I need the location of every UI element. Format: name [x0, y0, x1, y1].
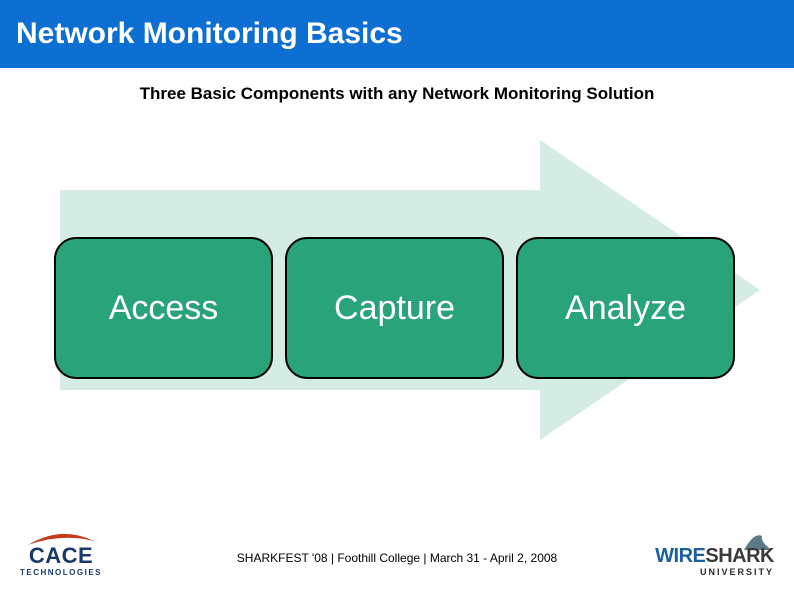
card-label: Access [109, 289, 219, 328]
slide-subtitle: Three Basic Components with any Network … [0, 84, 794, 104]
wire-text: WIRE [655, 545, 705, 567]
component-cards-row: Access Capture Analyze [54, 237, 754, 379]
card-access: Access [54, 237, 273, 379]
wireshark-logo: WIRESHARK UNIVERSITY [655, 532, 774, 577]
shark-text: SHARK [705, 545, 774, 567]
cace-logo-text: CACE [29, 545, 93, 567]
slide-header: Network Monitoring Basics [0, 0, 794, 68]
card-label: Analyze [565, 289, 686, 328]
wireshark-logo-subtext: UNIVERSITY [700, 568, 774, 577]
slide-footer: CACE TECHNOLOGIES WIRESHARK UNIVERSITY [0, 525, 794, 583]
wireshark-logo-text: WIRESHARK [655, 546, 774, 566]
card-capture: Capture [285, 237, 504, 379]
cace-logo-subtext: TECHNOLOGIES [20, 569, 102, 577]
card-analyze: Analyze [516, 237, 735, 379]
slide-title: Network Monitoring Basics [16, 17, 403, 51]
card-label: Capture [334, 289, 455, 328]
cace-logo: CACE TECHNOLOGIES [20, 531, 102, 577]
